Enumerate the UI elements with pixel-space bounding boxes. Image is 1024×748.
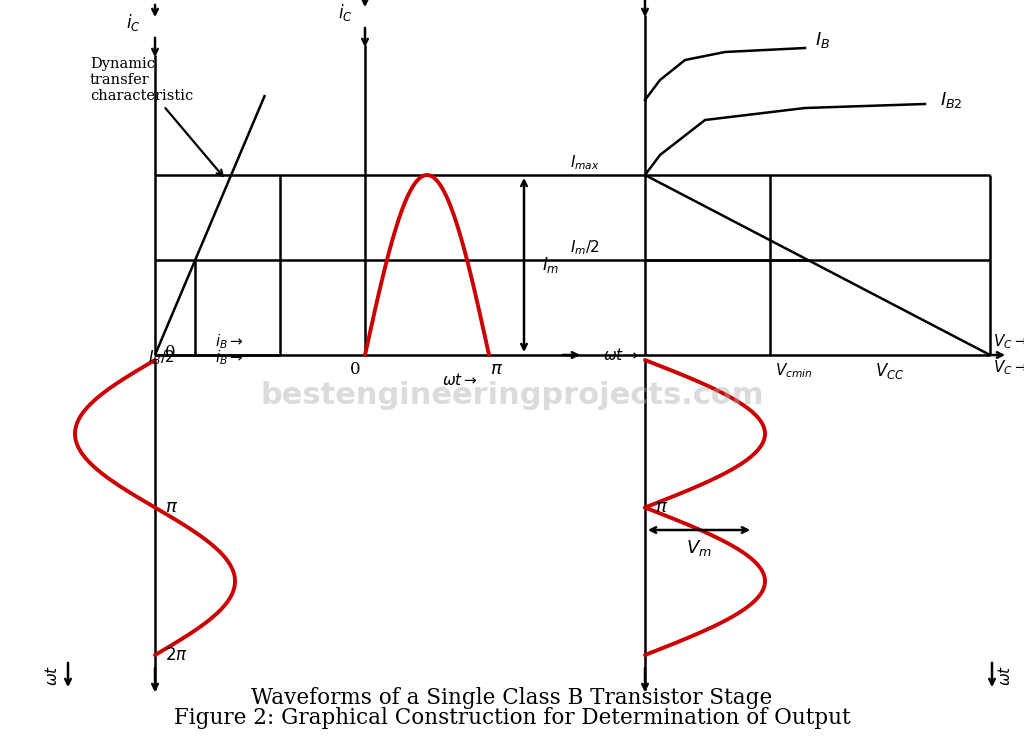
Text: $\omega t$: $\omega t$ <box>44 664 60 686</box>
Text: 0: 0 <box>165 343 176 361</box>
Text: $I_{B2}$: $I_{B2}$ <box>940 90 963 110</box>
Text: $i_B \rightarrow$: $i_B \rightarrow$ <box>215 349 244 367</box>
Text: $V_{CC}$: $V_{CC}$ <box>876 361 905 381</box>
Text: $\omega t \rightarrow$: $\omega t \rightarrow$ <box>442 372 478 388</box>
Text: Dynamic
transfer
characteristic: Dynamic transfer characteristic <box>90 57 223 176</box>
Text: $2\pi$: $2\pi$ <box>165 646 187 663</box>
Text: 0: 0 <box>349 361 360 378</box>
Text: $i_C$: $i_C$ <box>126 11 140 32</box>
Text: Figure 2: Graphical Construction for Determination of Output: Figure 2: Graphical Construction for Det… <box>174 707 850 729</box>
Text: Waveforms of a Single Class B Transistor Stage: Waveforms of a Single Class B Transistor… <box>251 687 773 709</box>
Text: $\pi$: $\pi$ <box>490 360 504 378</box>
Text: $V_C \rightarrow$: $V_C \rightarrow$ <box>993 358 1024 377</box>
Text: $V_m$: $V_m$ <box>686 538 712 558</box>
Text: $\omega t \rightarrow$: $\omega t \rightarrow$ <box>603 347 639 363</box>
Text: $I_B$: $I_B$ <box>815 30 830 50</box>
Text: $I_{max}$: $I_{max}$ <box>570 153 600 172</box>
Text: $i_C$: $i_C$ <box>338 1 352 22</box>
Text: $I_B/2$: $I_B/2$ <box>147 349 175 367</box>
Text: $V_{cmin}$: $V_{cmin}$ <box>775 361 813 380</box>
Text: $\pi$: $\pi$ <box>165 498 178 517</box>
Text: $\pi$: $\pi$ <box>655 498 668 517</box>
Text: $V_C \rightarrow$: $V_C \rightarrow$ <box>993 333 1024 352</box>
Text: $\omega t$: $\omega t$ <box>997 664 1013 686</box>
Text: bestengineeringprojects.com: bestengineeringprojects.com <box>260 381 764 409</box>
Text: $I_m$: $I_m$ <box>542 255 559 275</box>
Text: $i_B \rightarrow$: $i_B \rightarrow$ <box>215 333 244 352</box>
Text: $I_m/2$: $I_m/2$ <box>570 239 600 257</box>
